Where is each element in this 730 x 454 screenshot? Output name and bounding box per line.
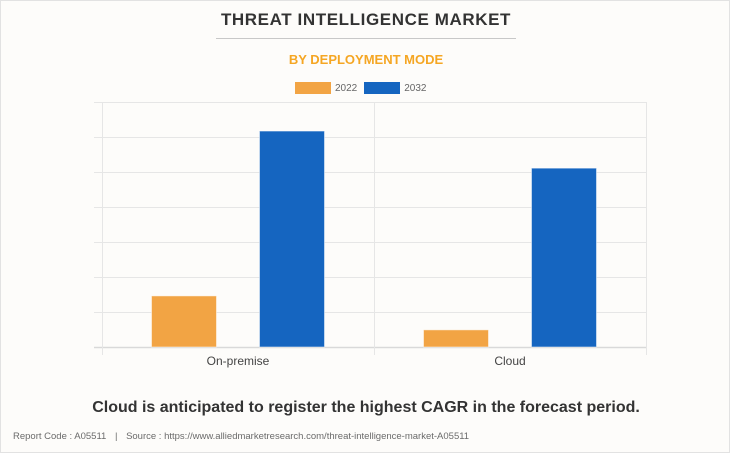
legend: 2022 2032 <box>295 81 434 95</box>
bar-cloud-2022[interactable] <box>423 329 489 348</box>
report-code: Report Code : A05511 <box>13 431 107 442</box>
bar-cloud-2032[interactable] <box>531 167 597 348</box>
legend-swatch-2022 <box>295 82 331 94</box>
legend-item-2022[interactable]: 2022 <box>295 82 357 94</box>
legend-swatch-2032 <box>364 82 401 94</box>
chart-subtitle: BY DEPLOYMENT MODE <box>288 52 444 67</box>
x-tick-label: On-premise <box>207 354 270 368</box>
source-link[interactable]: Source : https://www.alliedmarketresearc… <box>126 431 470 442</box>
bars <box>151 130 597 348</box>
chart-title: THREAT INTELLIGENCE MARKET <box>220 10 512 29</box>
footer: Report Code : A05511 | Source : https://… <box>13 431 469 442</box>
legend-label-2022: 2022 <box>335 82 358 94</box>
bar-on-premise-2022[interactable] <box>151 295 217 348</box>
bar-on-premise-2032[interactable] <box>259 130 325 348</box>
chart-caption: Cloud is anticipated to register the hig… <box>92 399 640 416</box>
x-tick-label: Cloud <box>494 354 525 368</box>
legend-label-2032: 2032 <box>404 82 427 94</box>
x-axis-labels: On-premise Cloud <box>207 354 526 368</box>
legend-item-2032[interactable]: 2032 <box>364 82 427 94</box>
title-divider <box>216 38 516 39</box>
footer-separator: | <box>114 431 118 442</box>
